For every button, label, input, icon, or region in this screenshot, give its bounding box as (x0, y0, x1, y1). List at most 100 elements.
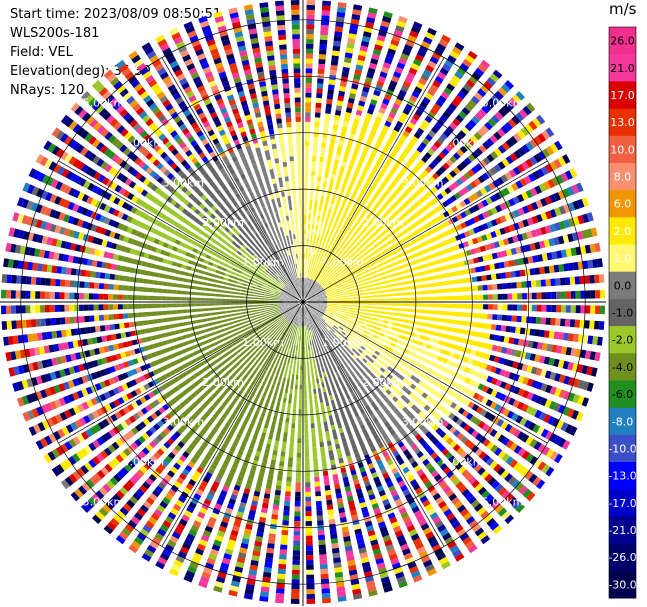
velocity-gate (567, 202, 576, 212)
velocity-gate (183, 487, 192, 495)
velocity-gate (286, 408, 291, 414)
velocity-gate (378, 107, 386, 115)
velocity-gate (398, 281, 404, 286)
velocity-gate (526, 231, 533, 239)
velocity-gate (455, 394, 463, 401)
velocity-gate (388, 111, 396, 119)
velocity-gate (339, 391, 344, 397)
velocity-gate (517, 220, 525, 229)
velocity-gate (327, 299, 333, 301)
velocity-gate (214, 503, 222, 511)
velocity-gate (519, 417, 528, 426)
velocity-gate (261, 581, 271, 588)
velocity-gate (307, 300, 313, 302)
velocity-gate (392, 494, 401, 502)
velocity-gate (335, 216, 340, 222)
velocity-gate (526, 217, 534, 226)
velocity-gate (171, 531, 181, 540)
velocity-gate (404, 493, 413, 501)
velocity-gate (253, 490, 261, 497)
velocity-gate (314, 200, 318, 206)
velocity-gate (438, 223, 446, 230)
velocity-gate (545, 210, 553, 220)
velocity-gate (565, 291, 571, 299)
velocity-gate (481, 397, 489, 405)
velocity-gate (357, 392, 363, 399)
velocity-gate (304, 194, 308, 200)
velocity-gate (245, 523, 253, 531)
velocity-gate (320, 147, 326, 153)
velocity-gate (281, 336, 285, 341)
velocity-gate (369, 371, 375, 378)
velocity-gate (525, 189, 534, 199)
velocity-gate (327, 268, 332, 273)
velocity-gate (331, 129, 338, 135)
velocity-gate (545, 163, 554, 173)
velocity-gate (250, 464, 257, 471)
velocity-gate (364, 348, 370, 354)
velocity-gate (505, 138, 514, 148)
velocity-gate (360, 262, 366, 268)
velocity-gate (323, 361, 327, 367)
velocity-gate (359, 189, 365, 196)
velocity-gate (232, 575, 241, 583)
velocity-gate (394, 364, 401, 370)
velocity-gate (316, 315, 321, 319)
velocity-gate (370, 309, 376, 313)
velocity-gate (327, 325, 332, 330)
velocity-gate (500, 174, 509, 183)
velocity-gate (507, 476, 517, 486)
velocity-gate (228, 589, 238, 597)
velocity-gate (403, 44, 413, 52)
velocity-gate (386, 172, 394, 179)
velocity-gate (309, 355, 312, 361)
velocity-gate (420, 241, 427, 248)
velocity-gate (287, 338, 291, 344)
velocity-gate (477, 394, 485, 403)
velocity-gate (287, 358, 291, 364)
velocity-gate (340, 324, 345, 328)
velocity-gate (465, 348, 472, 355)
velocity-gate (365, 354, 371, 360)
velocity-gate (352, 238, 358, 244)
velocity-gate (360, 424, 366, 431)
velocity-gate (359, 328, 365, 333)
velocity-gate (313, 466, 319, 473)
velocity-gate (307, 302, 313, 304)
velocity-gate (288, 393, 293, 399)
velocity-gate (264, 562, 273, 569)
velocity-gate (254, 359, 260, 365)
velocity-gate (486, 375, 494, 383)
velocity-gate (369, 283, 375, 287)
velocity-gate (494, 334, 500, 342)
velocity-gate (358, 440, 365, 447)
velocity-gate (435, 496, 444, 505)
velocity-gate (297, 360, 300, 366)
velocity-gate (396, 20, 407, 28)
velocity-gate (304, 448, 310, 453)
velocity-gate (301, 331, 303, 337)
velocity-gate (517, 147, 526, 157)
velocity-gate (479, 265, 486, 272)
velocity-gate (324, 289, 330, 292)
velocity-gate (477, 224, 484, 232)
velocity-gate (452, 319, 458, 325)
velocity-gate (556, 420, 565, 430)
velocity-gate (372, 180, 379, 187)
velocity-gate (428, 316, 434, 321)
velocity-gate (465, 268, 472, 275)
velocity-gate (308, 214, 312, 220)
velocity-gate (468, 119, 477, 128)
velocity-gate (260, 411, 266, 418)
velocity-gate (237, 475, 244, 482)
velocity-gate (379, 571, 389, 579)
velocity-gate (313, 288, 318, 293)
velocity-gate (321, 336, 325, 341)
velocity-gate (471, 115, 480, 125)
velocity-gate (562, 234, 570, 244)
velocity-gate (312, 287, 317, 292)
velocity-gate (381, 192, 388, 199)
velocity-gate (336, 586, 346, 593)
velocity-gate (429, 199, 436, 206)
velocity-gate (284, 357, 288, 363)
